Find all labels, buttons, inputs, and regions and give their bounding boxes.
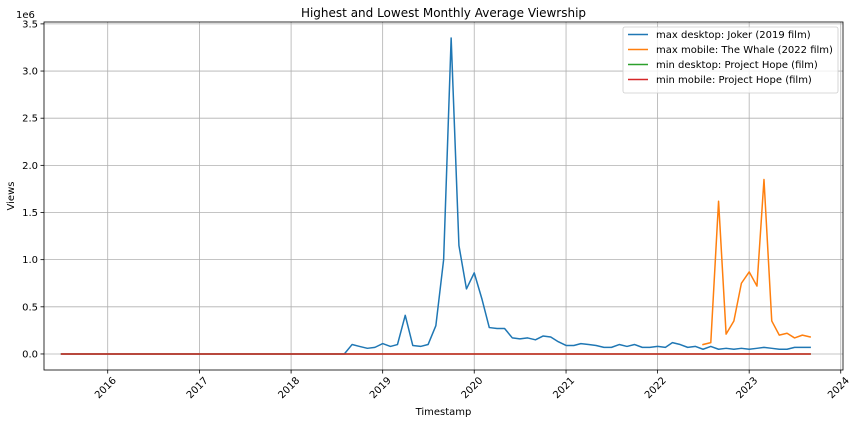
y-tick-label: 3.5 <box>22 19 38 30</box>
y-tick-label: 2.5 <box>22 114 38 125</box>
y-tick-label: 0.5 <box>22 302 38 313</box>
y-tick-label: 2.0 <box>22 161 38 172</box>
legend-label-3: min desktop: Project Hope (film) <box>656 60 818 71</box>
plot-frame <box>43 21 844 371</box>
y-tick-label: 1.5 <box>22 208 38 219</box>
legend-label-1: max desktop: Joker (2019 film) <box>656 30 811 41</box>
y-axis-ticks: 0.0 0.5 1.0 1.5 2.0 2.5 3.0 3.5 <box>22 19 44 360</box>
x-axis-label: Timestamp <box>415 407 472 418</box>
legend-box <box>622 26 839 94</box>
plot-lines <box>60 37 812 355</box>
legend: max desktop: Joker (2019 film) max mobile… <box>622 26 839 94</box>
series-line-2 <box>702 178 812 346</box>
chart-title: Highest and Lowest Monthly Average Viewr… <box>301 6 586 20</box>
legend-label-2: max mobile: The Whale (2022 film) <box>656 45 833 56</box>
y-tick-label: 3.0 <box>22 67 38 78</box>
y-axis-offset-text: 1e6 <box>16 10 35 21</box>
legend-label-4: min mobile: Project Hope (film) <box>656 75 812 86</box>
y-axis-label: Views <box>6 182 17 211</box>
y-tick-label: 1.0 <box>22 255 38 266</box>
y-tick-label: 0.0 <box>22 349 38 360</box>
